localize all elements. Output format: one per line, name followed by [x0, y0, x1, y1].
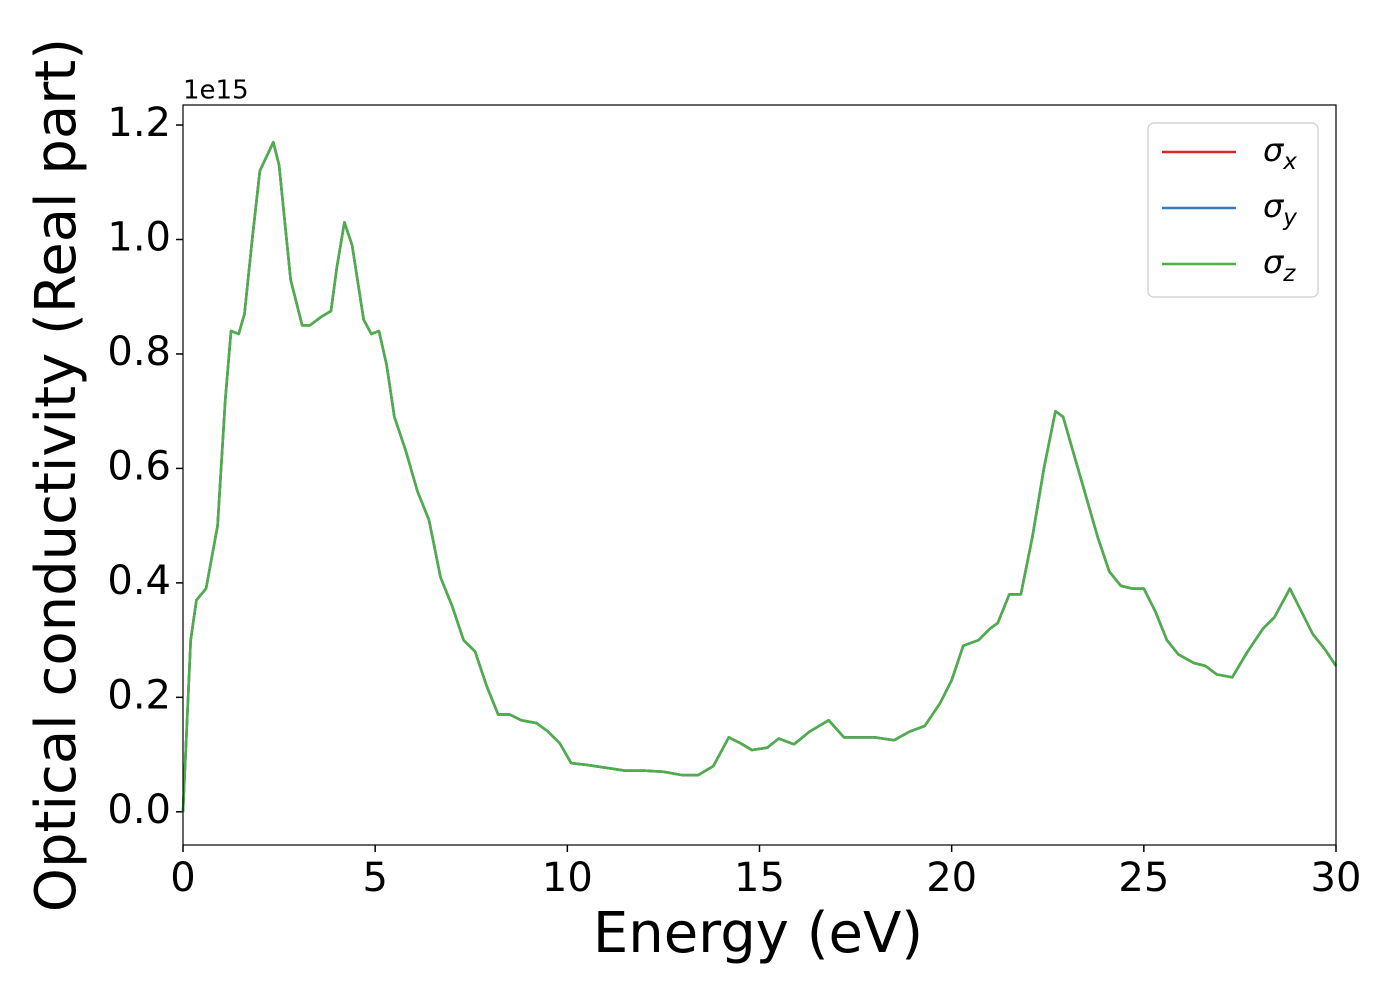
y-tick-label: 1.0 [107, 214, 171, 260]
x-axis-label: Energy (eV) [593, 901, 923, 966]
legend-box [1147, 122, 1319, 298]
x-tick-label: 30 [1311, 855, 1362, 901]
x-tick-label: 20 [926, 855, 977, 901]
y-tick-label: 0.8 [107, 329, 171, 375]
y-axis-label: Optical conductivity (Real part) [24, 38, 89, 912]
y-tick-label: 0.2 [107, 672, 171, 718]
x-tick-label: 0 [170, 855, 195, 901]
y-tick-label: 0.6 [107, 443, 171, 489]
legend-label: σy [1263, 187, 1297, 231]
y-tick-label: 0.4 [107, 558, 171, 604]
x-tick-label: 15 [734, 855, 785, 901]
y-offset-label: 1e15 [183, 76, 249, 106]
series-line [181, 140, 1338, 812]
plot-frame [182, 104, 1337, 846]
x-tick-label: 25 [1118, 855, 1169, 901]
legend-label: σx [1263, 131, 1297, 175]
y-tick-label: 0.0 [107, 787, 171, 833]
x-tick-label: 5 [362, 855, 387, 901]
x-tick-label: 10 [542, 855, 593, 901]
legend-label: σz [1263, 243, 1296, 287]
y-tick-label: 1.2 [107, 100, 171, 146]
